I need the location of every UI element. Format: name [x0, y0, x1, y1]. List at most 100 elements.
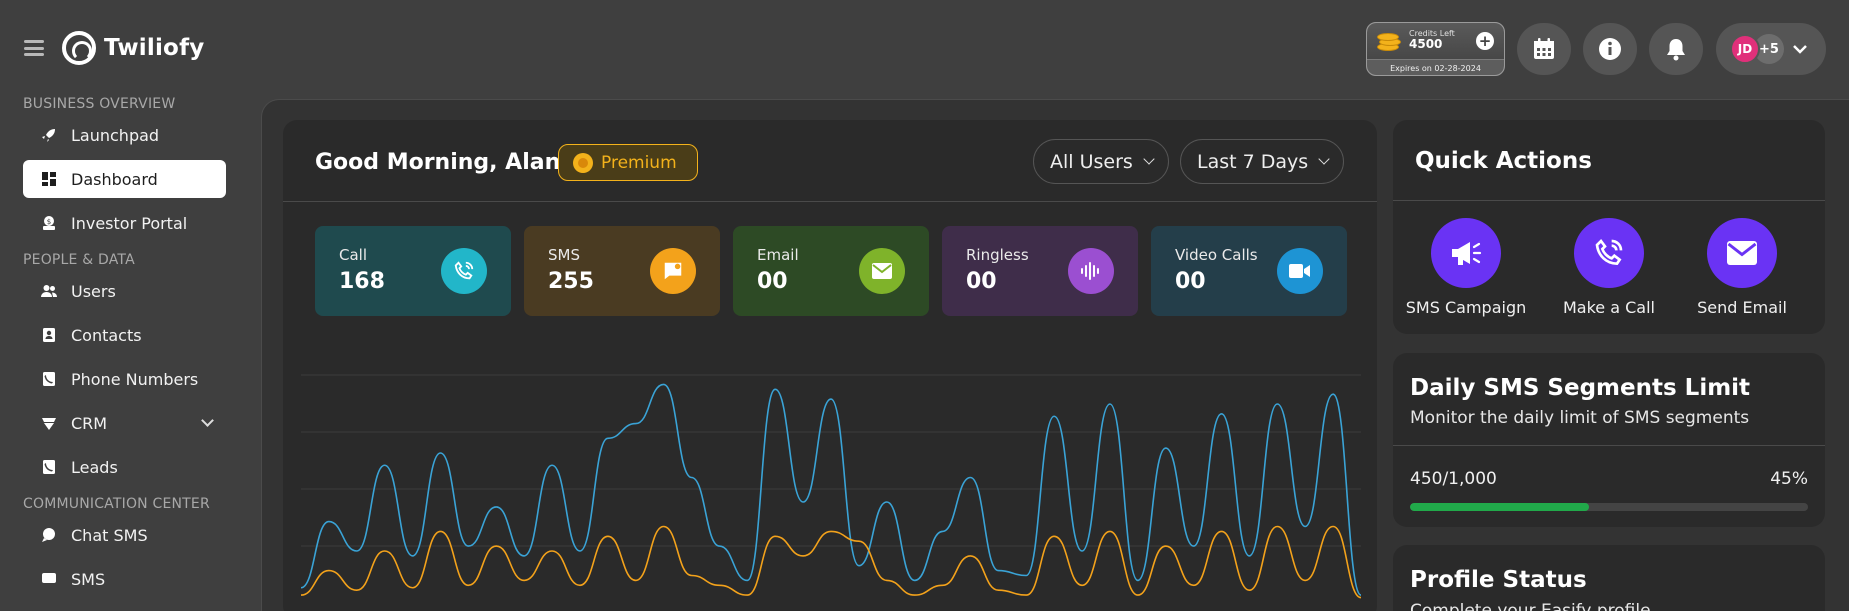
- sidebar-item-label: Dashboard: [71, 169, 158, 189]
- chart-series-line-2: [301, 525, 1361, 599]
- sidebar-item-label: SMS: [71, 569, 106, 589]
- chevron-down-icon: [1143, 153, 1155, 165]
- sms-campaign-button[interactable]: SMS Campaign: [1396, 218, 1536, 317]
- premium-label: Premium: [601, 152, 677, 173]
- info-icon: [1599, 38, 1621, 60]
- date-range-dropdown[interactable]: Last 7 Days: [1180, 139, 1344, 184]
- sidebar-item-label: Chat SMS: [71, 525, 148, 545]
- mail-icon: [859, 248, 905, 294]
- sidebar-item-contacts[interactable]: Contacts: [23, 316, 226, 354]
- sidebar: BUSINESS OVERVIEW Launchpad Dashboard $ …: [0, 92, 250, 604]
- section-title: COMMUNICATION CENTER: [23, 496, 210, 512]
- sidebar-item-label: Users: [71, 281, 116, 301]
- sidebar-item-launchpad[interactable]: Launchpad: [23, 116, 226, 154]
- credits-expiry: Expires on 02-28-2024: [1367, 59, 1504, 75]
- divider: [1393, 200, 1825, 201]
- sms-usage-progress-bar: [1410, 503, 1808, 511]
- crm-icon: [42, 418, 56, 430]
- credits-label: Credits Left: [1409, 29, 1455, 39]
- panel-subtitle: Monitor the daily limit of SMS segments: [1410, 408, 1750, 428]
- sidebar-item-crm[interactable]: CRM: [23, 404, 226, 442]
- phone-call-icon: [1574, 218, 1644, 288]
- divider: [1393, 445, 1825, 446]
- panel-title: Profile Status: [1410, 567, 1587, 593]
- send-email-button[interactable]: Send Email: [1672, 218, 1812, 317]
- brand-name: Twiliofy: [104, 35, 205, 61]
- brand-logo-icon: [62, 31, 96, 65]
- activity-line-chart: [301, 374, 1361, 599]
- stat-card-sms[interactable]: SMS 255: [524, 226, 720, 316]
- users-filter-dropdown[interactable]: All Users: [1033, 139, 1169, 184]
- chart-series-line-1: [301, 383, 1361, 596]
- stat-card-email[interactable]: Email 00: [733, 226, 929, 316]
- progress-fill: [1410, 503, 1590, 511]
- make-call-button[interactable]: Make a Call: [1539, 218, 1679, 317]
- contacts-icon: [43, 328, 55, 342]
- users-filter-value: All Users: [1050, 150, 1133, 173]
- info-button[interactable]: [1583, 23, 1637, 75]
- phone-call-icon: [441, 248, 487, 294]
- sidebar-item-users[interactable]: Users: [23, 272, 226, 310]
- sidebar-item-label: Launchpad: [71, 125, 160, 145]
- credits-widget[interactable]: Credits Left 4500 + Expires on 02-28-202…: [1366, 22, 1505, 76]
- stat-label: Email: [757, 246, 799, 264]
- menu-toggle-icon[interactable]: [24, 40, 44, 56]
- crown-icon: [573, 152, 593, 173]
- stat-label: SMS: [548, 246, 580, 264]
- date-range-value: Last 7 Days: [1197, 150, 1309, 173]
- notifications-button[interactable]: [1649, 23, 1703, 75]
- sidebar-item-label: Investor Portal: [71, 213, 188, 233]
- stat-value: 00: [1175, 269, 1206, 294]
- sidebar-item-leads[interactable]: Leads: [23, 448, 226, 486]
- chat-icon: [42, 528, 55, 542]
- stat-label: Video Calls: [1175, 246, 1258, 264]
- stat-label: Ringless: [966, 246, 1029, 264]
- sms-usage-count: 450/1,000: [1410, 469, 1497, 489]
- svg-text:$: $: [47, 218, 51, 226]
- chevron-down-icon: [1793, 45, 1807, 54]
- coins-icon: [1377, 31, 1401, 51]
- sidebar-item-label: Contacts: [71, 325, 142, 345]
- stat-value: 168: [339, 269, 385, 294]
- quick-action-label: Send Email: [1697, 298, 1787, 317]
- brand: Twiliofy: [62, 31, 204, 65]
- sidebar-item-label: CRM: [71, 413, 108, 433]
- add-credits-button[interactable]: +: [1476, 32, 1494, 50]
- sidebar-item-investor-portal[interactable]: $ Investor Portal: [23, 204, 226, 242]
- bell-icon: [1667, 39, 1685, 61]
- sms-usage-percent: 45%: [1770, 469, 1808, 489]
- sidebar-item-chat-sms[interactable]: Chat SMS: [23, 516, 226, 554]
- profile-status-panel: Profile Status Complete your Easify prof…: [1393, 545, 1825, 611]
- stat-label: Call: [339, 246, 368, 264]
- rocket-icon: [42, 129, 55, 142]
- stat-value: 00: [966, 269, 997, 294]
- video-icon: [1277, 248, 1323, 294]
- user-menu[interactable]: JD +5: [1716, 23, 1826, 75]
- chevron-down-icon[interactable]: [201, 414, 214, 427]
- dashboard-icon: [42, 172, 56, 186]
- premium-badge: Premium: [558, 144, 698, 181]
- calendar-button[interactable]: [1517, 23, 1571, 75]
- quick-actions-panel: Quick Actions SMS Campaign Make a Call S…: [1393, 120, 1825, 334]
- stat-card-ringless[interactable]: Ringless 00: [942, 226, 1138, 316]
- sidebar-item-sms[interactable]: SMS: [23, 560, 226, 598]
- section-title: BUSINESS OVERVIEW: [23, 96, 176, 112]
- sidebar-item-label: Leads: [71, 457, 118, 477]
- quick-action-label: SMS Campaign: [1405, 298, 1527, 317]
- leads-icon: [43, 460, 55, 474]
- avatar: JD: [1730, 34, 1760, 64]
- stat-card-video-calls[interactable]: Video Calls 00: [1151, 226, 1347, 316]
- page-title: Good Morning, Alan: [315, 150, 561, 175]
- message-icon: [650, 248, 696, 294]
- panel-title: Quick Actions: [1415, 148, 1592, 174]
- investor-icon: $: [43, 216, 55, 230]
- soundwave-icon: [1068, 248, 1114, 294]
- quick-action-label: Make a Call: [1563, 298, 1655, 317]
- sidebar-item-dashboard[interactable]: Dashboard: [23, 160, 226, 198]
- overview-panel: Good Morning, Alan Premium All Users Las…: [283, 120, 1377, 611]
- panel-title: Daily SMS Segments Limit: [1410, 375, 1751, 401]
- stat-card-call[interactable]: Call 168: [315, 226, 511, 316]
- credits-value: 4500: [1409, 37, 1443, 52]
- sidebar-item-phone-numbers[interactable]: Phone Numbers: [23, 360, 226, 398]
- panel-subtitle: Complete your Easify profile: [1410, 601, 1651, 611]
